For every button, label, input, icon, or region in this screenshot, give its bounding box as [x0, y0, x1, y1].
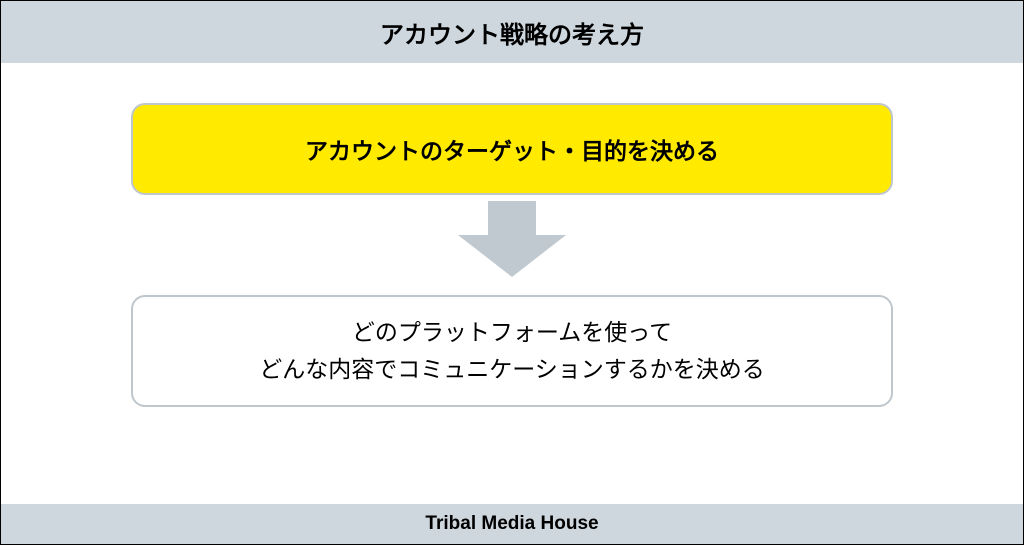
step-2-box: どのプラットフォームを使って どんな内容でコミュニケーションするかを決める — [131, 295, 893, 407]
step-2-text: どのプラットフォームを使って どんな内容でコミュニケーションするかを決める — [259, 314, 765, 388]
slide-frame: アカウント戦略の考え方 アカウントのターゲット・目的を決める どのプラットフォー… — [0, 0, 1024, 545]
step-2-line-1: どのプラットフォームを使って — [352, 319, 672, 345]
slide-title: アカウント戦略の考え方 — [380, 15, 644, 50]
arrow-container — [131, 201, 893, 277]
footer-band: Tribal Media House — [1, 504, 1023, 544]
title-band: アカウント戦略の考え方 — [1, 1, 1023, 63]
down-arrow-shape — [458, 201, 566, 277]
step-1-box: アカウントのターゲット・目的を決める — [131, 103, 893, 195]
step-2-line-2: どんな内容でコミュニケーションするかを決める — [259, 356, 765, 382]
down-arrow-icon — [458, 201, 566, 277]
step-1-text: アカウントのターゲット・目的を決める — [305, 132, 719, 166]
content-area: アカウントのターゲット・目的を決める どのプラットフォームを使って どんな内容で… — [1, 63, 1023, 504]
footer-text: Tribal Media House — [425, 513, 598, 535]
